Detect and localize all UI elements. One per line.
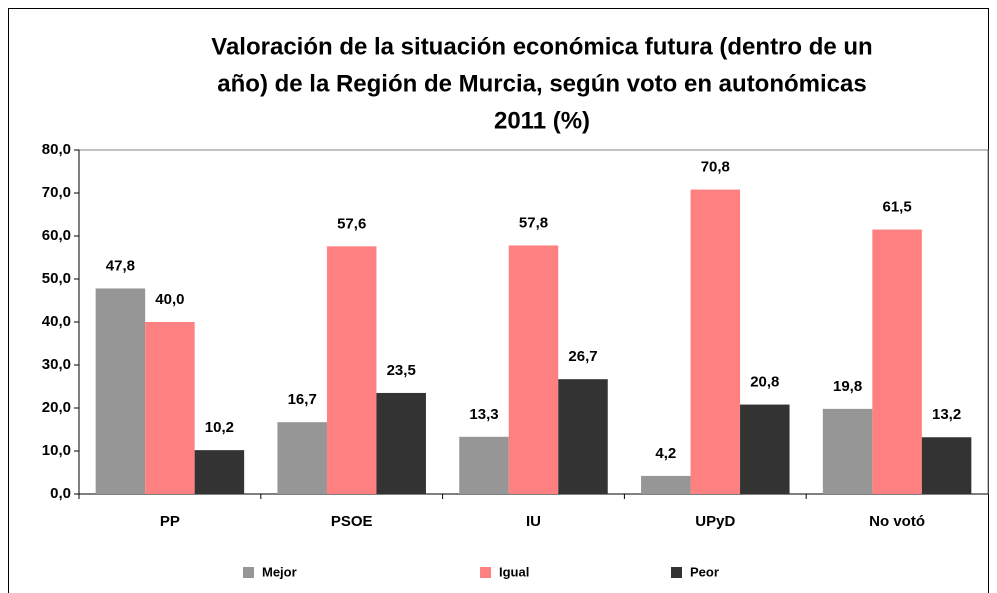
bar [95, 288, 146, 494]
bar [145, 322, 195, 494]
legend-swatch [480, 567, 491, 578]
x-tick-label: PSOE [331, 513, 373, 530]
legend-label: Mejor [262, 564, 297, 579]
value-label: 13,2 [932, 406, 961, 423]
value-label: 16,7 [288, 391, 317, 408]
bar [872, 229, 922, 495]
value-label: 61,5 [882, 199, 911, 216]
bar [641, 475, 691, 494]
chart-title: 2011 (%) [494, 107, 590, 134]
chart-frame [8, 8, 989, 593]
value-label: 20,8 [750, 374, 779, 391]
value-label: 10,2 [205, 419, 234, 436]
value-label: 57,8 [519, 214, 548, 231]
bar [508, 245, 559, 494]
bar [376, 392, 426, 494]
bar [277, 422, 327, 494]
y-tick-label: 40,0 [42, 313, 71, 330]
value-label: 70,8 [701, 159, 730, 176]
chart-title: Valoración de la situación económica fut… [211, 33, 872, 60]
value-label: 40,0 [155, 291, 184, 308]
y-tick-label: 60,0 [42, 227, 71, 244]
value-label: 19,8 [833, 378, 862, 395]
x-tick-label: PP [160, 513, 180, 530]
bar [690, 189, 741, 494]
chart-title: año) de la Región de Murcia, según voto … [217, 70, 866, 97]
value-label: 47,8 [106, 257, 135, 274]
bar [326, 246, 377, 494]
y-tick-label: 70,0 [42, 184, 71, 201]
bar [558, 379, 608, 494]
y-tick-label: 80,0 [42, 141, 71, 158]
legend-label: Peor [690, 564, 719, 579]
legend-swatch [243, 567, 254, 578]
bar [822, 408, 873, 494]
bar [921, 437, 972, 494]
y-tick-label: 30,0 [42, 356, 71, 373]
x-tick-label: No votó [869, 513, 925, 530]
bar [459, 436, 509, 494]
bar [194, 450, 245, 494]
y-tick-label: 20,0 [42, 399, 71, 416]
value-label: 26,7 [568, 348, 597, 365]
y-tick-label: 10,0 [42, 442, 71, 459]
legend-label: Igual [499, 564, 529, 579]
value-label: 13,3 [469, 406, 498, 423]
bar [740, 404, 790, 494]
y-tick-label: 0,0 [50, 485, 71, 502]
value-label: 4,2 [655, 445, 676, 462]
x-tick-label: IU [526, 513, 541, 530]
legend-swatch [671, 567, 682, 578]
x-tick-label: UPyD [695, 513, 735, 530]
value-label: 23,5 [387, 362, 416, 379]
y-tick-label: 50,0 [42, 270, 71, 287]
value-label: 57,6 [337, 215, 366, 232]
